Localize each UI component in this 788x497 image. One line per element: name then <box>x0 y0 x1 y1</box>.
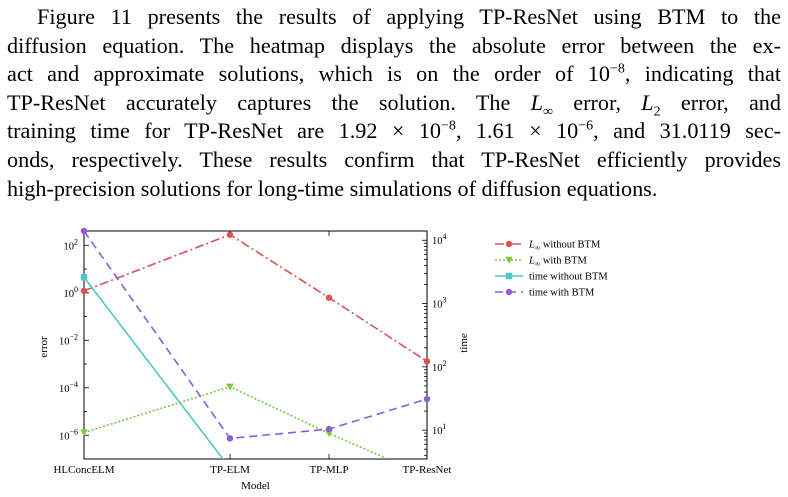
data-point <box>423 395 431 403</box>
legend-label: L∞ without BTM <box>528 240 601 253</box>
data-point <box>80 227 88 235</box>
chart-series <box>84 231 427 459</box>
y-tick-label: 100 <box>64 285 79 300</box>
y2-tick-label: 102 <box>432 359 447 374</box>
y2-tick-label: 103 <box>432 296 447 311</box>
x-tick-label: HLConcELM <box>53 464 114 476</box>
paragraph-text: Figure 11 presents the results of applyi… <box>37 4 781 29</box>
x-axis-label: Model <box>241 480 270 492</box>
paragraph-text: −8 <box>610 61 625 77</box>
y2-axis-label: time <box>458 333 470 353</box>
x-tick-label: TP-MLP <box>309 464 348 476</box>
legend-label: time without BTM <box>529 272 608 283</box>
legend-label: time with BTM <box>529 288 595 299</box>
legend-label: L∞ with BTM <box>528 256 588 269</box>
paragraph-line: onds, respectively. These results confir… <box>7 146 781 175</box>
paragraph-line: training time for TP-ResNet are 1.92 × 1… <box>7 117 781 146</box>
paragraph-text: L <box>641 89 654 115</box>
series-line <box>84 231 427 440</box>
paragraph-text: , indicating that <box>624 61 781 87</box>
paragraph-text: high-precision solutions for long-time s… <box>7 175 658 201</box>
paragraph-line: diffusion equation. The heatmap displays… <box>7 32 781 61</box>
chart-labels: 102 100 10−2 10−4 10−6 104 103 102 101 HLConcELM T… <box>38 232 470 492</box>
plot-frame <box>83 230 428 460</box>
legend-marker <box>505 272 513 280</box>
paragraph-text: L <box>530 89 543 115</box>
data-point <box>226 231 234 238</box>
paragraph-line: act and approximate solutions, which is … <box>7 60 781 89</box>
y-tick-label: 10−4 <box>59 380 78 395</box>
data-point <box>325 430 333 438</box>
y2-tick-label: 104 <box>432 232 447 247</box>
chart-markers <box>80 227 431 442</box>
paragraph-text: , and 31.0119 sec- <box>593 118 781 144</box>
paragraph-line: high-precision solutions for long-time s… <box>7 175 781 204</box>
paragraph-text: 2 <box>653 104 661 120</box>
series-line <box>84 385 390 459</box>
series-line <box>84 276 224 459</box>
paragraph-text: act and approximate solutions, which is … <box>7 61 610 87</box>
chart-axes <box>83 230 428 460</box>
paragraph-text: error, <box>552 89 642 115</box>
paragraph-text: diffusion equation. The heatmap displays… <box>7 32 781 58</box>
data-point <box>80 429 88 437</box>
body-paragraph: Figure 11 presents the results of applyi… <box>7 3 781 203</box>
data-point <box>80 287 88 295</box>
data-point <box>423 358 431 365</box>
paragraph-text: −8 <box>441 118 456 134</box>
y-tick-label: 102 <box>64 237 79 252</box>
data-point <box>325 425 333 433</box>
legend-marker <box>505 256 513 264</box>
paragraph-text: , 1.61 × 10 <box>455 118 579 144</box>
y-tick-label: 10−6 <box>59 427 78 442</box>
paragraph-text: error, and <box>660 89 781 115</box>
chart-legend: L∞ without BTM L∞ with BTM time without BT… <box>495 240 608 299</box>
paragraph-text: training time for TP-ResNet are 1.92 × 1… <box>7 118 442 144</box>
data-point <box>325 294 333 301</box>
y-tick-label: 10−2 <box>59 332 78 347</box>
data-point <box>80 274 88 281</box>
y2-tick-label: 101 <box>432 422 447 437</box>
paragraph-line: Figure 11 presents the results of applyi… <box>7 3 781 32</box>
paragraph-text: onds, respectively. These results confir… <box>7 146 781 172</box>
legend-marker <box>505 288 513 296</box>
data-point <box>226 383 234 391</box>
paragraph-text: TP-ResNet accurately captures the soluti… <box>7 89 531 115</box>
y-axis-label: error <box>38 336 50 358</box>
x-tick-label: TP-ResNet <box>403 464 452 476</box>
data-point <box>226 435 234 442</box>
series-line <box>84 233 427 362</box>
paragraph-text: ∞ <box>542 104 553 120</box>
paragraph-text: −6 <box>578 118 594 134</box>
legend-marker <box>505 240 513 248</box>
x-tick-label: TP-ELM <box>210 464 250 476</box>
paragraph-line: TP-ResNet accurately captures the soluti… <box>7 89 781 120</box>
